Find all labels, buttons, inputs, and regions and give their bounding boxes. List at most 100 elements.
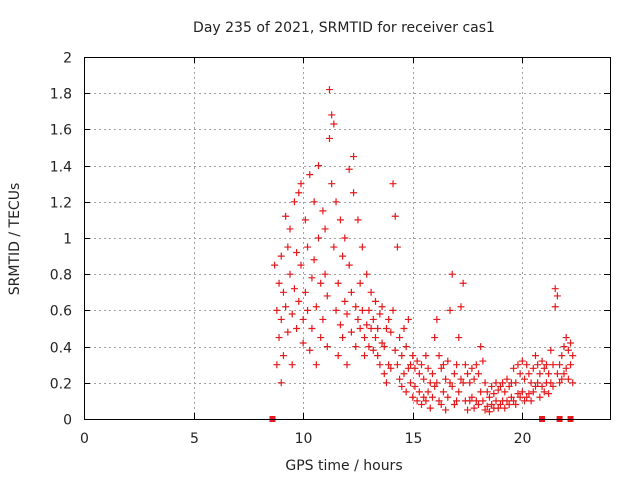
data-point — [531, 382, 539, 390]
x-tick-label: 5 — [190, 431, 199, 447]
data-point — [277, 315, 285, 323]
data-point — [308, 325, 316, 332]
data-point — [352, 303, 360, 311]
data-point — [549, 361, 557, 369]
data-point — [485, 408, 493, 416]
data-point — [328, 180, 336, 188]
data-point — [453, 397, 461, 405]
y-tick-label: 0.2 — [50, 377, 72, 393]
data-point — [347, 328, 355, 336]
data-point — [321, 270, 329, 278]
data-point — [567, 339, 575, 347]
data-point — [393, 243, 401, 251]
data-point — [472, 361, 480, 369]
data-points — [269, 86, 577, 422]
data-point — [567, 361, 575, 369]
data-point — [354, 315, 362, 323]
data-point — [516, 370, 524, 378]
data-point — [321, 225, 329, 233]
data-point — [352, 343, 360, 351]
data-point — [402, 388, 410, 396]
data-point — [371, 297, 379, 305]
data-point — [540, 364, 548, 372]
data-point — [380, 370, 388, 378]
data-point — [494, 386, 502, 394]
data-point — [431, 334, 439, 342]
data-point — [501, 404, 509, 412]
data-point — [409, 352, 417, 360]
data-point — [512, 379, 520, 387]
data-point — [367, 325, 375, 332]
data-point — [488, 401, 496, 409]
data-point — [343, 310, 351, 318]
data-point — [330, 120, 338, 128]
data-point — [411, 382, 419, 390]
data-point — [310, 256, 318, 264]
data-point — [562, 364, 570, 372]
y-tick-label: 1.8 — [50, 87, 72, 103]
data-point — [396, 334, 404, 342]
data-point — [345, 261, 353, 269]
data-point — [284, 243, 292, 251]
data-point — [418, 401, 426, 409]
data-point — [483, 402, 491, 410]
data-point — [503, 375, 511, 383]
data-point — [446, 379, 454, 387]
data-point — [468, 364, 476, 372]
data-point — [345, 165, 353, 173]
data-point — [301, 216, 309, 224]
data-point — [558, 352, 566, 360]
data-point — [275, 334, 283, 342]
data-point — [470, 404, 478, 412]
data-point — [472, 397, 480, 405]
data-point — [490, 390, 498, 398]
data-point — [523, 361, 531, 369]
data-point — [433, 379, 441, 387]
data-point — [477, 343, 485, 351]
data-point — [437, 401, 445, 409]
data-point — [428, 370, 436, 378]
data-point — [461, 361, 469, 369]
data-point — [551, 285, 559, 293]
data-point — [350, 153, 358, 161]
y-tick-label: 1.6 — [50, 123, 72, 139]
data-point — [468, 393, 476, 401]
data-point — [466, 379, 474, 387]
data-point — [334, 279, 342, 287]
x-tick-label: 0 — [80, 431, 89, 447]
data-point — [426, 404, 434, 412]
y-tick-label: 0.4 — [50, 341, 72, 357]
data-point — [455, 334, 463, 342]
data-point — [439, 361, 447, 369]
data-point — [396, 375, 404, 383]
data-point — [288, 310, 296, 318]
data-point — [315, 234, 323, 242]
data-point — [315, 162, 323, 170]
data-point — [420, 393, 428, 401]
y-tick-label: 0 — [63, 413, 72, 429]
data-point — [540, 388, 548, 396]
data-point — [387, 364, 395, 372]
data-point — [542, 361, 550, 369]
data-point — [564, 346, 572, 354]
data-point — [507, 393, 515, 401]
data-point — [496, 401, 504, 409]
data-point — [347, 288, 355, 296]
data-point — [516, 393, 524, 401]
data-point — [361, 334, 369, 342]
data-point — [514, 361, 522, 369]
data-point — [453, 361, 461, 369]
data-point — [323, 292, 331, 300]
data-point — [536, 370, 544, 378]
data-point — [428, 393, 436, 401]
data-point — [514, 390, 522, 398]
data-point — [358, 306, 366, 314]
data-point — [457, 303, 465, 311]
data-point — [328, 111, 336, 119]
data-point — [282, 212, 290, 220]
data-point — [376, 310, 384, 318]
data-point — [271, 261, 279, 269]
data-point — [455, 388, 463, 396]
y-tick-label: 1 — [63, 232, 72, 248]
data-point — [409, 393, 417, 401]
